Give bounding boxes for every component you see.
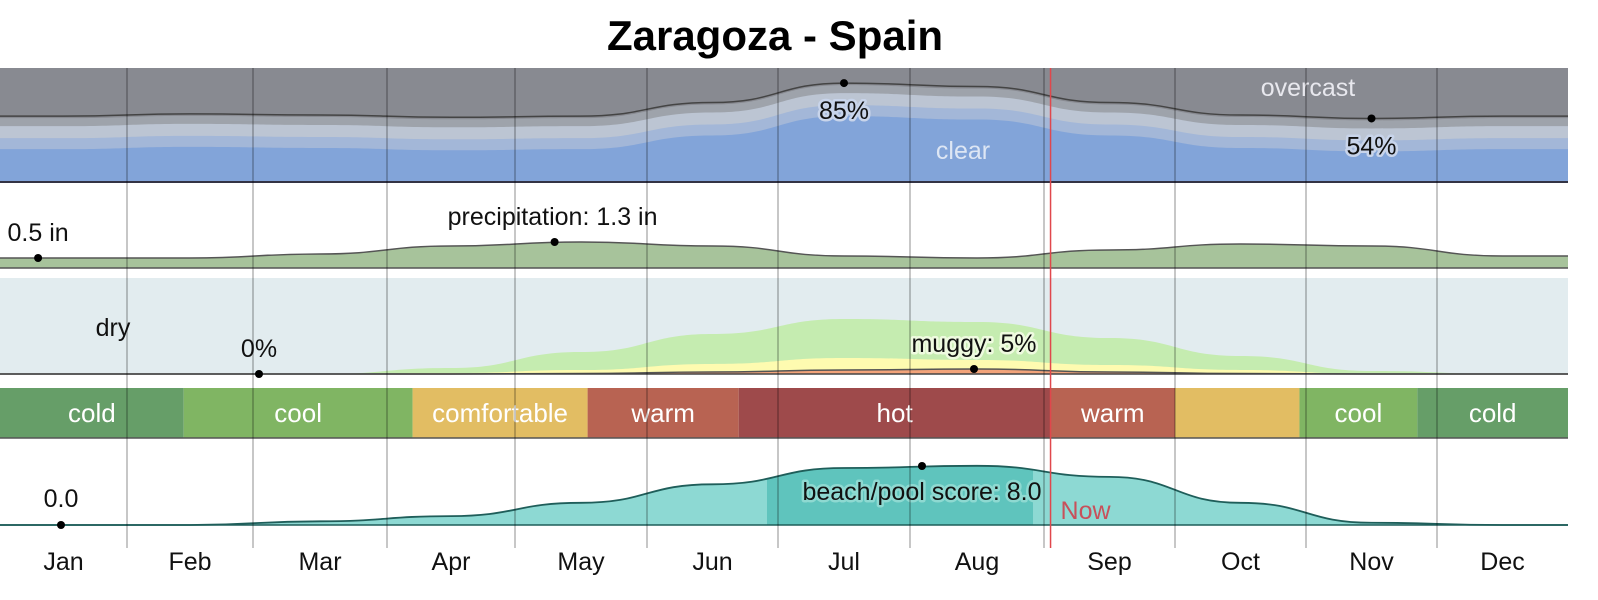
precipitation-area [0, 242, 1568, 268]
humidity-point-0 [255, 370, 263, 378]
temperature-band-cold-8 [1417, 388, 1568, 438]
month-label-jan: Jan [43, 548, 83, 576]
precipitation-point-1 [550, 238, 559, 246]
precipitation-annotation-1: precipitation: 1.3 in [448, 203, 658, 231]
humidity-point-1 [970, 365, 978, 373]
temperature-band-cool-7 [1299, 388, 1418, 438]
temperature-band-label-5: warm [1080, 398, 1145, 428]
dry-label: dry [96, 314, 131, 342]
clear-line [0, 82, 1568, 120]
month-label-oct: Oct [1221, 548, 1260, 576]
month-label-aug: Aug [955, 548, 999, 576]
beach-score-peak-area [767, 465, 1033, 525]
temperature-band-label-0: cold [68, 398, 116, 428]
clouds-annotation-1: 54% [1346, 132, 1396, 160]
temperature-band-warm-3 [587, 388, 739, 438]
temperature-band-hot-4 [738, 388, 1051, 438]
month-label-mar: Mar [298, 548, 341, 576]
month-label-nov: Nov [1349, 548, 1394, 576]
month-label-feb: Feb [168, 548, 211, 576]
clear-area [0, 116, 1568, 182]
temperature-band-label-1: cool [274, 398, 322, 428]
beach-score-line [0, 464, 1568, 526]
temperature-band-label-3: warm [630, 398, 695, 428]
overcast-label: overcast [1261, 74, 1356, 102]
clear-label: clear [936, 137, 990, 165]
humid-comfortable-area [0, 319, 1568, 374]
beach-score-point-1 [918, 462, 926, 470]
temperature-band-cool-1 [183, 388, 413, 438]
temperature-band-label-2: comfortable [432, 398, 568, 428]
humidity-annotation-0: 0% [241, 335, 277, 363]
precipitation-line [0, 241, 1568, 259]
temperature-band-comfortable-2 [412, 388, 588, 438]
temperature-band-warm-5 [1050, 388, 1175, 438]
month-label-dec: Dec [1480, 548, 1524, 576]
now-label: Now [1061, 497, 1112, 525]
chart-title: Zaragoza - Spain [607, 12, 943, 59]
month-label-jun: Jun [692, 548, 732, 576]
beach-score-annotation-1: beach/pool score: 8.0 [802, 478, 1041, 506]
month-label-jul: Jul [828, 548, 860, 576]
month-label-may: May [557, 548, 605, 576]
beach-score-point-0 [57, 521, 65, 529]
precipitation-point-0 [34, 254, 43, 262]
month-label-sep: Sep [1087, 548, 1131, 576]
temperature-band-label-7: cool [1335, 398, 1383, 428]
temperature-band-label-4: hot [877, 398, 914, 428]
humid-area [0, 358, 1568, 374]
humidity-annotation-1: muggy: 5% [911, 330, 1036, 358]
clouds-point-1 [1367, 114, 1376, 123]
beach-score-annotation-0: 0.0 [44, 485, 79, 513]
clouds-annotation-0: 85% [819, 97, 869, 125]
clouds-point-0 [840, 79, 848, 88]
temperature-band-comfortable-6 [1175, 388, 1300, 438]
month-label-apr: Apr [432, 548, 471, 576]
temperature-band-label-8: cold [1469, 398, 1517, 428]
precipitation-annotation-0: 0.5 in [8, 219, 69, 247]
temperature-band-cold-0 [0, 388, 184, 438]
